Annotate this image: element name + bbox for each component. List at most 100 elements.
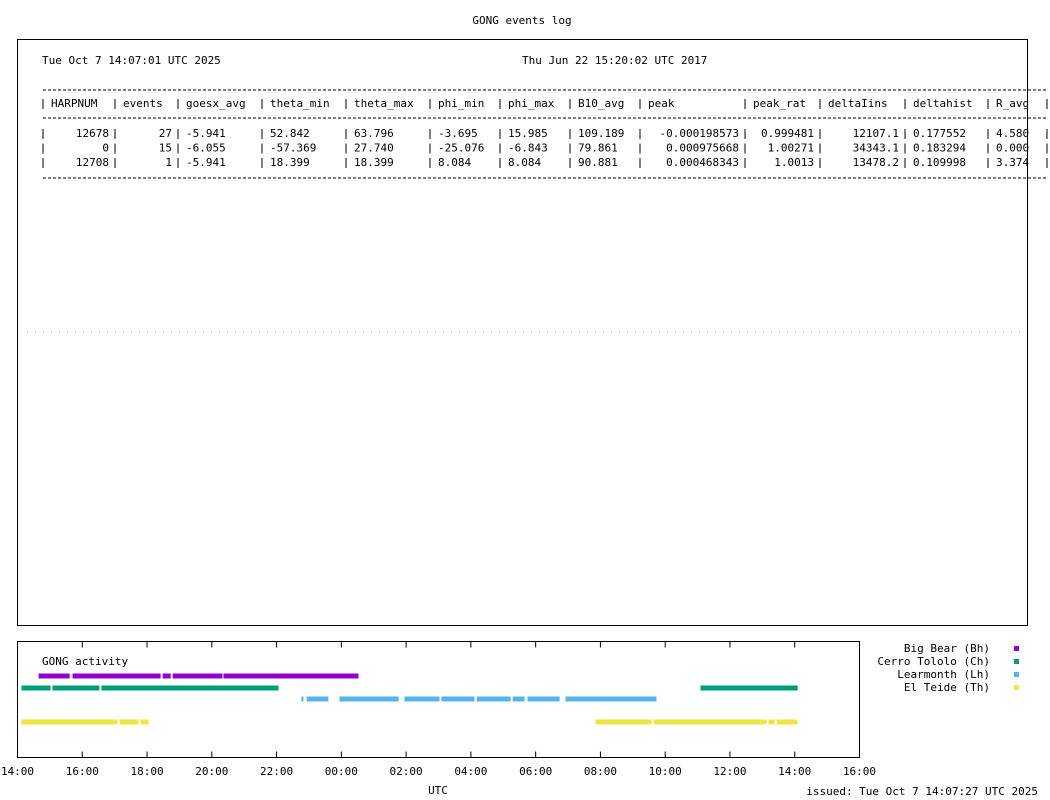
date-left: Tue Oct 7 14:07:01 UTC 2025 — [42, 54, 221, 67]
table-cell: events — [123, 97, 163, 110]
activity-frame — [17, 641, 860, 758]
x-tick-label: 12:00 — [713, 765, 746, 778]
x-tick-label: 22:00 — [260, 765, 293, 778]
table-cell: theta_max — [354, 97, 414, 110]
table-cell: 1.00271 — [768, 142, 814, 155]
table-cell: HARPNUM — [51, 97, 98, 110]
table-cell: -6.843 — [508, 142, 548, 155]
activity-bar — [653, 719, 767, 725]
x-tick-label: 16:00 — [66, 765, 99, 778]
table-cell: 52.842 — [270, 127, 310, 140]
table-cell: 12107.1 — [853, 127, 899, 140]
x-tick-label: 04:00 — [454, 765, 487, 778]
activity-bar — [595, 719, 652, 725]
table-cell: 8.084 — [438, 156, 471, 169]
activity-bar — [700, 685, 798, 691]
table-cell: 27.740 — [354, 142, 394, 155]
table-cell: peak — [648, 97, 675, 110]
x-tick-label: 20:00 — [195, 765, 228, 778]
table-cell: 63.796 — [354, 127, 394, 140]
table-cell: -0.000198573 — [660, 127, 739, 140]
activity-bar — [301, 696, 304, 702]
table-cell: 1.0013 — [774, 156, 814, 169]
activity-bar — [21, 719, 118, 725]
legend-swatch — [1014, 685, 1019, 690]
activity-bar — [476, 696, 511, 702]
activity-bar — [172, 673, 223, 679]
activity-bar — [339, 696, 399, 702]
table-cell: 0.177552 — [913, 127, 966, 140]
table-cell: -3.695 — [438, 127, 478, 140]
x-tick-label: 06:00 — [519, 765, 552, 778]
table-cell: phi_max — [508, 97, 555, 110]
page-title: GONG events log — [472, 14, 571, 27]
legend-label: Learmonth (Lh) — [897, 668, 990, 681]
activity-bar — [162, 673, 171, 679]
activity-bar — [223, 673, 359, 679]
table-cell: B10_avg — [578, 97, 624, 110]
table-cell: 18.399 — [270, 156, 310, 169]
activity-bar — [306, 696, 329, 702]
x-axis-label: UTC — [428, 784, 448, 797]
legend-label: Big Bear (Bh) — [904, 642, 990, 655]
activity-bar — [776, 719, 798, 725]
legend-label: El Teide (Th) — [904, 681, 990, 694]
table-cell: -25.076 — [438, 142, 484, 155]
table-cell: goesx_avg — [186, 97, 246, 110]
activity-bar — [72, 673, 161, 679]
table-cell: -57.369 — [270, 142, 316, 155]
legend-swatch — [1014, 672, 1019, 677]
table-cell: 0.999481 — [761, 127, 814, 140]
activity-bar — [512, 696, 525, 702]
table-cell: 0 — [102, 142, 109, 155]
table-cell: -6.055 — [186, 142, 226, 155]
activity-bar — [21, 685, 51, 691]
table-cell: 0.000468343 — [666, 156, 739, 169]
table-cell: peak_rat — [753, 97, 806, 110]
table-cell: deltaIins — [828, 97, 888, 110]
table-cell: 15 — [159, 142, 172, 155]
table-cell: 79.861 — [578, 142, 618, 155]
table-cell: -5.941 — [186, 127, 226, 140]
table-cell: 0.000 — [996, 142, 1029, 155]
activity-bar — [441, 696, 475, 702]
table-cell: 8.084 — [508, 156, 541, 169]
table-cell: 12678 — [76, 127, 109, 140]
table-cell: 34343.1 — [853, 142, 899, 155]
date-right: Thu Jun 22 15:20:02 UTC 2017 — [522, 54, 707, 67]
issued: issued: Tue Oct 7 14:07:27 UTC 2025 — [806, 785, 1038, 798]
table-cell: 3.374 — [996, 156, 1029, 169]
x-tick-label: 14:00 — [1, 765, 34, 778]
x-tick-label: 08:00 — [584, 765, 617, 778]
table-cell: theta_min — [270, 97, 330, 110]
table-cell: 15.985 — [508, 127, 548, 140]
table-cell: 0.183294 — [913, 142, 966, 155]
legend-swatch — [1014, 659, 1019, 664]
activity-bar — [565, 696, 657, 702]
table-cell: 4.580 — [996, 127, 1029, 140]
main-frame — [17, 39, 1028, 626]
activity-bar — [38, 673, 70, 679]
activity-bar — [404, 696, 440, 702]
table-cell: 13478.2 — [853, 156, 899, 169]
x-tick-label: 14:00 — [778, 765, 811, 778]
legend-swatch — [1014, 646, 1019, 651]
x-tick-label: 10:00 — [649, 765, 682, 778]
table-cell: 1 — [165, 156, 172, 169]
table-cell: 12708 — [76, 156, 109, 169]
x-tick-label: 02:00 — [390, 765, 423, 778]
table-cell: 27 — [159, 127, 172, 140]
table-cell: 90.881 — [578, 156, 618, 169]
table-cell: 18.399 — [354, 156, 394, 169]
activity-bar — [140, 719, 149, 725]
legend-label: Cerro Tololo (Ch) — [877, 655, 990, 668]
x-tick-label: 18:00 — [130, 765, 163, 778]
table-cell: deltahist — [913, 97, 973, 110]
table-cell: phi_min — [438, 97, 484, 110]
activity-title: GONG activity — [42, 655, 128, 668]
activity-bar — [527, 696, 560, 702]
table-cell: 0.000975668 — [666, 142, 739, 155]
activity-bar — [101, 685, 279, 691]
activity-bar — [52, 685, 100, 691]
